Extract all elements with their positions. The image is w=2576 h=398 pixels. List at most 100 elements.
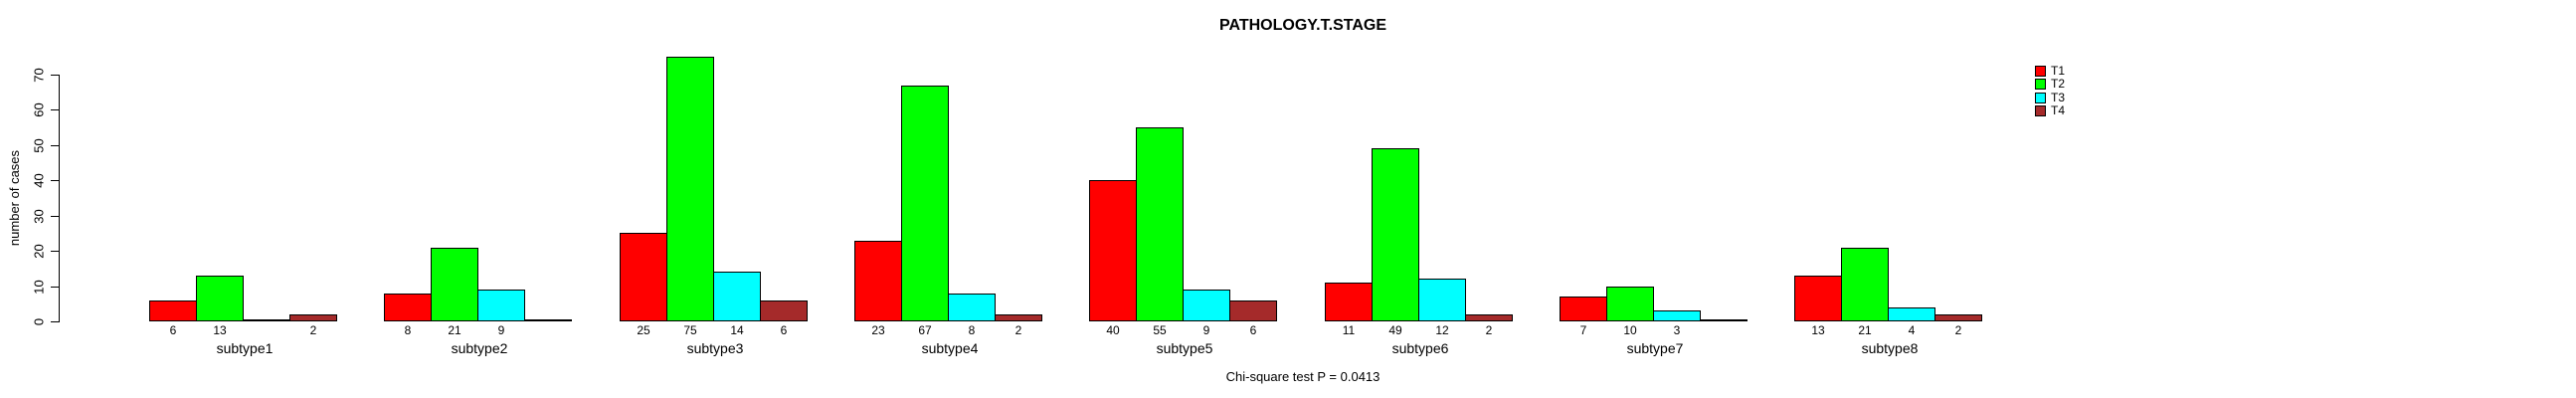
legend-item-T1: T1	[2035, 64, 2066, 78]
bar-T4-subtype6	[1465, 314, 1513, 321]
bar-count-T2-subtype1: 13	[213, 323, 227, 337]
legend-label-T2: T2	[2051, 77, 2066, 91]
legend-item-T4: T4	[2035, 103, 2066, 117]
legend-swatch-T1	[2035, 66, 2046, 77]
bar-T4-subtype3	[760, 300, 808, 321]
bar-count-T4-subtype5: 6	[1249, 323, 1257, 337]
category-label-subtype4: subtype4	[921, 340, 979, 356]
bar-T1-subtype5	[1089, 180, 1137, 321]
bar-group-subtype6: 11 49 12 2 subtype6	[1325, 0, 1516, 398]
legend-label-T4: T4	[2051, 103, 2066, 117]
bar-count-T4-subtype3: 6	[780, 323, 788, 337]
bar-T3-subtype7	[1653, 310, 1701, 321]
bar-count-T2-subtype7: 10	[1623, 323, 1637, 337]
bar-T4-subtype4	[995, 314, 1042, 321]
bar-count-T2-subtype2: 21	[448, 323, 461, 337]
bar-T3-subtype6	[1418, 279, 1466, 321]
bar-T4-subtype1	[289, 314, 337, 321]
bar-T2-subtype1	[196, 276, 244, 321]
bar-count-T3-subtype4: 8	[968, 323, 976, 337]
bar-T3-subtype5	[1183, 290, 1230, 321]
category-label-subtype1: subtype1	[216, 340, 274, 356]
legend-label-T1: T1	[2051, 64, 2066, 78]
bar-count-T1-subtype8: 13	[1811, 323, 1825, 337]
legend-item-T2: T2	[2035, 77, 2066, 91]
y-tick-label: 60	[31, 102, 47, 117]
y-tick-label: 40	[31, 173, 47, 188]
category-label-subtype3: subtype3	[686, 340, 744, 356]
bar-T2-subtype7	[1606, 287, 1654, 321]
bar-T3-subtype4	[948, 294, 996, 321]
bar-count-T1-subtype6: 11	[1342, 323, 1356, 337]
y-tick-label: 0	[31, 317, 47, 326]
y-axis-label: number of cases	[7, 149, 22, 247]
bar-count-T4-subtype1: 2	[309, 323, 317, 337]
bar-count-T4-subtype4: 2	[1014, 323, 1022, 337]
bar-T3-subtype8	[1888, 307, 1935, 321]
bar-count-T3-subtype3: 14	[730, 323, 744, 337]
chi-square-caption: Chi-square test P = 0.0413	[1225, 369, 1380, 384]
bar-T3-subtype2	[477, 290, 525, 321]
bar-group-subtype7: 7 10 3 subtype7	[1560, 0, 1750, 398]
bar-T1-subtype4	[854, 241, 902, 321]
bar-count-T3-subtype2: 9	[497, 323, 505, 337]
legend-label-T3: T3	[2051, 91, 2066, 104]
bar-T4-subtype8	[1934, 314, 1982, 321]
bar-count-T2-subtype5: 55	[1153, 323, 1167, 337]
bar-T1-subtype2	[384, 294, 432, 321]
y-tick-mark	[51, 109, 60, 110]
y-tick-mark	[51, 251, 60, 252]
bar-T2-subtype6	[1372, 148, 1419, 321]
bar-count-T2-subtype6: 49	[1388, 323, 1402, 337]
bar-group-subtype8: 13 21 4 2 subtype8	[1794, 0, 1985, 398]
y-tick-label: 20	[31, 244, 47, 259]
bar-count-T2-subtype3: 75	[683, 323, 697, 337]
bar-group-subtype2: 8 21 9 subtype2	[384, 0, 575, 398]
category-label-subtype5: subtype5	[1156, 340, 1213, 356]
bar-count-T3-subtype8: 4	[1908, 323, 1916, 337]
bar-T4-subtype5	[1229, 300, 1277, 321]
y-tick-mark	[51, 180, 60, 181]
bar-group-subtype5: 40 55 9 6 subtype5	[1089, 0, 1280, 398]
legend-swatch-T2	[2035, 79, 2046, 90]
bar-count-T1-subtype7: 7	[1579, 323, 1587, 337]
bar-count-T2-subtype4: 67	[918, 323, 932, 337]
bar-T4-subtype7	[1700, 319, 1748, 321]
bar-count-T3-subtype5: 9	[1202, 323, 1210, 337]
legend-swatch-T4	[2035, 105, 2046, 116]
bar-count-T4-subtype8: 2	[1954, 323, 1962, 337]
bar-count-T1-subtype1: 6	[169, 323, 177, 337]
bar-count-T4-subtype6: 2	[1485, 323, 1493, 337]
category-label-subtype7: subtype7	[1626, 340, 1684, 356]
category-label-subtype8: subtype8	[1861, 340, 1919, 356]
bar-count-T1-subtype5: 40	[1106, 323, 1120, 337]
bar-T1-subtype6	[1325, 283, 1373, 321]
bar-T3-subtype3	[713, 272, 761, 321]
legend-item-T3: T3	[2035, 91, 2066, 104]
bar-count-T1-subtype4: 23	[871, 323, 885, 337]
y-tick-mark	[51, 75, 60, 76]
bar-T2-subtype2	[431, 248, 478, 321]
bar-T2-subtype5	[1136, 127, 1184, 321]
bar-T2-subtype8	[1841, 248, 1889, 321]
bar-T1-subtype3	[620, 233, 667, 321]
bar-count-T3-subtype6: 12	[1435, 323, 1449, 337]
y-axis-line	[59, 75, 60, 322]
bar-T1-subtype7	[1560, 297, 1607, 321]
bar-T4-subtype2	[524, 319, 572, 321]
bar-T2-subtype3	[666, 57, 714, 321]
y-tick-label: 10	[31, 280, 47, 295]
category-label-subtype6: subtype6	[1391, 340, 1449, 356]
y-tick-mark	[51, 287, 60, 288]
bar-group-subtype3: 25 75 14 6 subtype3	[620, 0, 811, 398]
y-tick-mark	[51, 321, 60, 322]
y-tick-label: 30	[31, 209, 47, 224]
y-tick-label: 70	[31, 68, 47, 83]
bar-group-subtype1: 6 13 2 subtype1	[149, 0, 340, 398]
bar-group-subtype4: 23 67 8 2 subtype4	[854, 0, 1045, 398]
bar-T2-subtype4	[901, 86, 949, 321]
bar-count-T3-subtype7: 3	[1673, 323, 1681, 337]
category-label-subtype2: subtype2	[451, 340, 508, 356]
bar-count-T1-subtype2: 8	[404, 323, 412, 337]
